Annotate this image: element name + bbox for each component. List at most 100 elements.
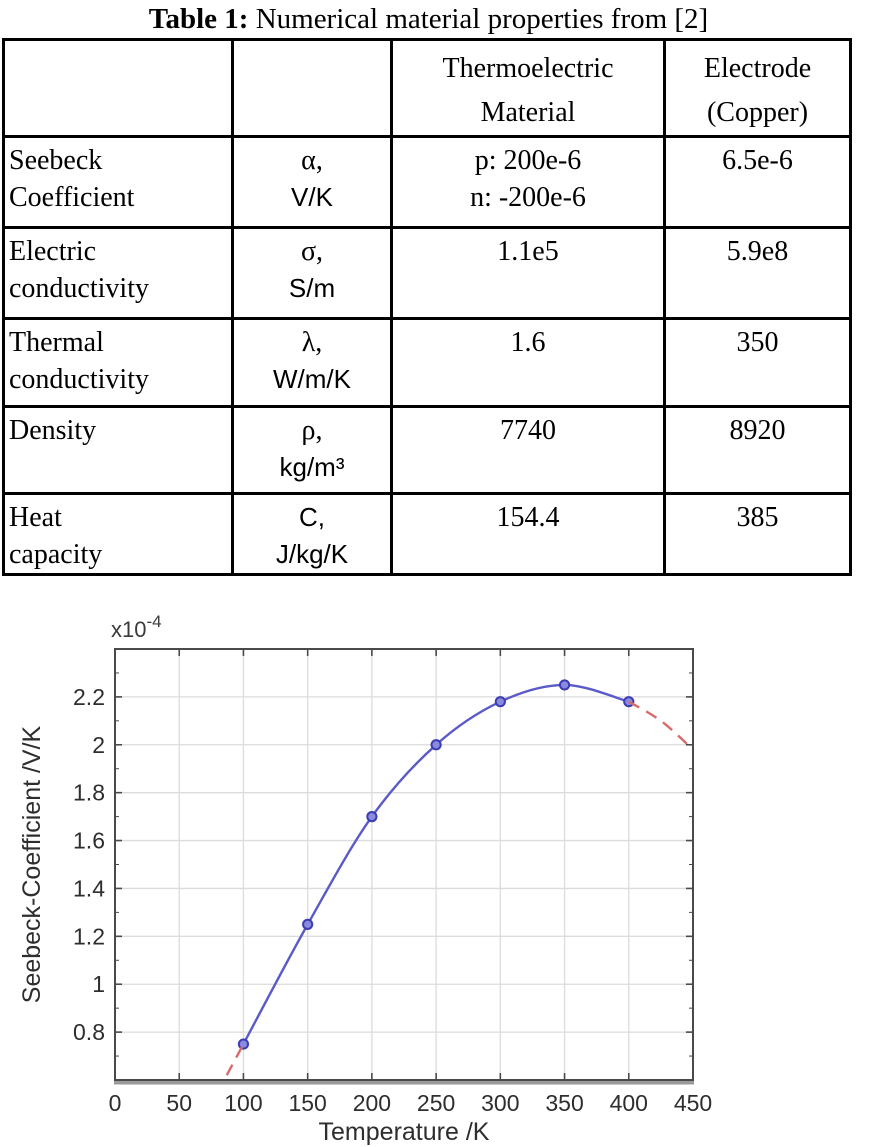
value-line: 5.9e8 bbox=[726, 236, 789, 267]
x-tick-label: 50 bbox=[166, 1090, 192, 1116]
seebeck-chart: 0 50 100 150 200 250 300 350 400 450 0.8 1 1.2 1.4 1.6… bbox=[18, 612, 712, 1146]
unit: W/m/K bbox=[273, 364, 351, 394]
value-line: 350 bbox=[736, 327, 779, 358]
property-name-cell: Electric conductivity bbox=[2, 226, 234, 320]
header-electrode: Electrode (Copper) bbox=[663, 38, 852, 138]
data-point-marker bbox=[237, 1038, 250, 1050]
property-name-cell: Seebeck Coefficient bbox=[2, 135, 234, 229]
header-line: Thermoelectric bbox=[442, 53, 614, 84]
value-line: 7740 bbox=[500, 415, 556, 446]
y-axis-multiplier: x10-4 bbox=[111, 612, 162, 642]
electrode-value-cell: 8920 bbox=[663, 405, 852, 495]
extrapolation-right-line bbox=[628, 700, 694, 751]
value-line: p: 200e-6 bbox=[474, 145, 582, 176]
x-tick-label: 0 bbox=[109, 1090, 122, 1116]
symbol: λ, bbox=[301, 327, 323, 358]
x-tick-label: 300 bbox=[481, 1090, 519, 1116]
value-line: 1.1e5 bbox=[497, 236, 559, 267]
electrode-value-cell: 6.5e-6 bbox=[663, 135, 852, 229]
x-tick-label: 100 bbox=[224, 1090, 262, 1116]
header-line: (Copper) bbox=[706, 97, 809, 128]
electrode-value-cell: 5.9e8 bbox=[663, 226, 852, 320]
symbol: α, bbox=[301, 145, 323, 176]
value-line: 385 bbox=[736, 502, 779, 533]
value-line: n: -200e-6 bbox=[470, 182, 586, 213]
table-row-electric-conductivity: Electric conductivity σ, S/m 1.1e5 5.9e8 bbox=[2, 226, 852, 320]
value-line: 154.4 bbox=[496, 502, 560, 533]
x-tick-label: 150 bbox=[288, 1090, 326, 1116]
y-tick-label: 2 bbox=[92, 732, 105, 758]
y-tick-label: 1.2 bbox=[73, 923, 105, 949]
unit: J/kg/K bbox=[275, 539, 349, 569]
table-row-heat-capacity: Heat capacity C, J/kg/K 154.4 385 bbox=[2, 492, 852, 576]
plot-frame bbox=[114, 648, 694, 1081]
symbol-cell: α, V/K bbox=[231, 135, 393, 229]
property-line: Thermal bbox=[9, 327, 104, 358]
x-tick-label: 250 bbox=[417, 1090, 455, 1116]
symbol: ρ, bbox=[301, 415, 323, 446]
data-point-marker bbox=[302, 918, 314, 930]
symbol-cell: ρ, kg/m³ bbox=[231, 405, 393, 495]
electrode-value-cell: 350 bbox=[663, 317, 852, 408]
y-tick-label: 1 bbox=[92, 971, 105, 997]
header-thermoelectric: Thermoelectric Material bbox=[390, 38, 666, 138]
y-tick-label: 1.8 bbox=[73, 780, 105, 806]
data-point-marker bbox=[558, 679, 571, 691]
property-line: Coefficient bbox=[9, 182, 135, 213]
property-line: Seebeck bbox=[9, 145, 103, 176]
table-caption-text: Numerical material properties from [2] bbox=[248, 3, 709, 35]
thermoelectric-value-cell: p: 200e-6 n: -200e-6 bbox=[390, 135, 666, 229]
property-line: Heat bbox=[9, 502, 62, 533]
extrapolation-left-line bbox=[225, 1043, 245, 1076]
unit: kg/m³ bbox=[279, 452, 345, 482]
symbol-cell: C, J/kg/K bbox=[231, 492, 393, 576]
x-axis-label: Temperature /K bbox=[319, 1118, 490, 1146]
thermoelectric-value-cell: 7740 bbox=[390, 405, 666, 495]
unit: S/m bbox=[288, 273, 336, 303]
x-tick-label: 200 bbox=[353, 1090, 391, 1116]
property-line: Electric bbox=[9, 236, 97, 267]
data-point-marker bbox=[366, 811, 378, 823]
y-tick-label: 1.6 bbox=[73, 828, 105, 854]
thermoelectric-value-cell: 1.1e5 bbox=[390, 226, 666, 320]
y-tick-label: 1.4 bbox=[73, 875, 105, 901]
property-line: conductivity bbox=[9, 364, 149, 395]
property-name-cell: Thermal conductivity bbox=[2, 317, 234, 408]
property-name-cell: Heat capacity bbox=[2, 492, 234, 576]
y-axis-label: Seebeck-Coefficient /V/K bbox=[18, 725, 46, 1003]
thermoelectric-value-cell: 154.4 bbox=[390, 492, 666, 576]
header-line: Electrode bbox=[703, 53, 812, 84]
symbol-cell: λ, W/m/K bbox=[231, 317, 393, 408]
material-properties-table: Thermoelectric Material Electrode (Coppe… bbox=[2, 38, 852, 576]
table-row-thermal-conductivity: Thermal conductivity λ, W/m/K 1.6 350 bbox=[2, 317, 852, 408]
thermoelectric-value-cell: 1.6 bbox=[390, 317, 666, 408]
symbol: C, bbox=[299, 502, 325, 532]
data-point-marker bbox=[494, 696, 506, 708]
header-empty-cell bbox=[2, 38, 234, 138]
table-row-density: Density ρ, kg/m³ 7740 8920 bbox=[2, 405, 852, 495]
x-tick-label: 350 bbox=[545, 1090, 583, 1116]
header-line: Material bbox=[480, 97, 576, 128]
table-row-seebeck: Seebeck Coefficient α, V/K p: 200e-6 n: … bbox=[2, 135, 852, 229]
table-header-row: Thermoelectric Material Electrode (Coppe… bbox=[2, 38, 852, 138]
table-caption-label: Table 1: bbox=[148, 3, 249, 35]
y-tick-label: 2.2 bbox=[73, 684, 105, 710]
seebeck-chart-figure: 0 50 100 150 200 250 300 350 400 450 0.8 1 1.2 1.4 1.6… bbox=[0, 587, 872, 1147]
symbol: σ, bbox=[300, 236, 324, 267]
y-tick-label: 0.8 bbox=[73, 1019, 105, 1045]
value-line: 8920 bbox=[729, 415, 786, 446]
table-caption: Table 1: Numerical material properties f… bbox=[0, 2, 857, 36]
property-line: conductivity bbox=[9, 273, 149, 304]
data-point-marker bbox=[430, 739, 442, 751]
header-empty-cell bbox=[231, 38, 393, 138]
value-line: 1.6 bbox=[510, 327, 546, 358]
unit: V/K bbox=[291, 182, 333, 212]
electrode-value-cell: 385 bbox=[663, 492, 852, 576]
symbol-cell: σ, S/m bbox=[231, 226, 393, 320]
value-line: 6.5e-6 bbox=[722, 145, 793, 176]
x-tick-label: 400 bbox=[610, 1090, 648, 1116]
property-line: capacity bbox=[9, 539, 103, 570]
property-name-cell: Density bbox=[2, 405, 234, 495]
x-tick-label: 450 bbox=[674, 1090, 712, 1116]
